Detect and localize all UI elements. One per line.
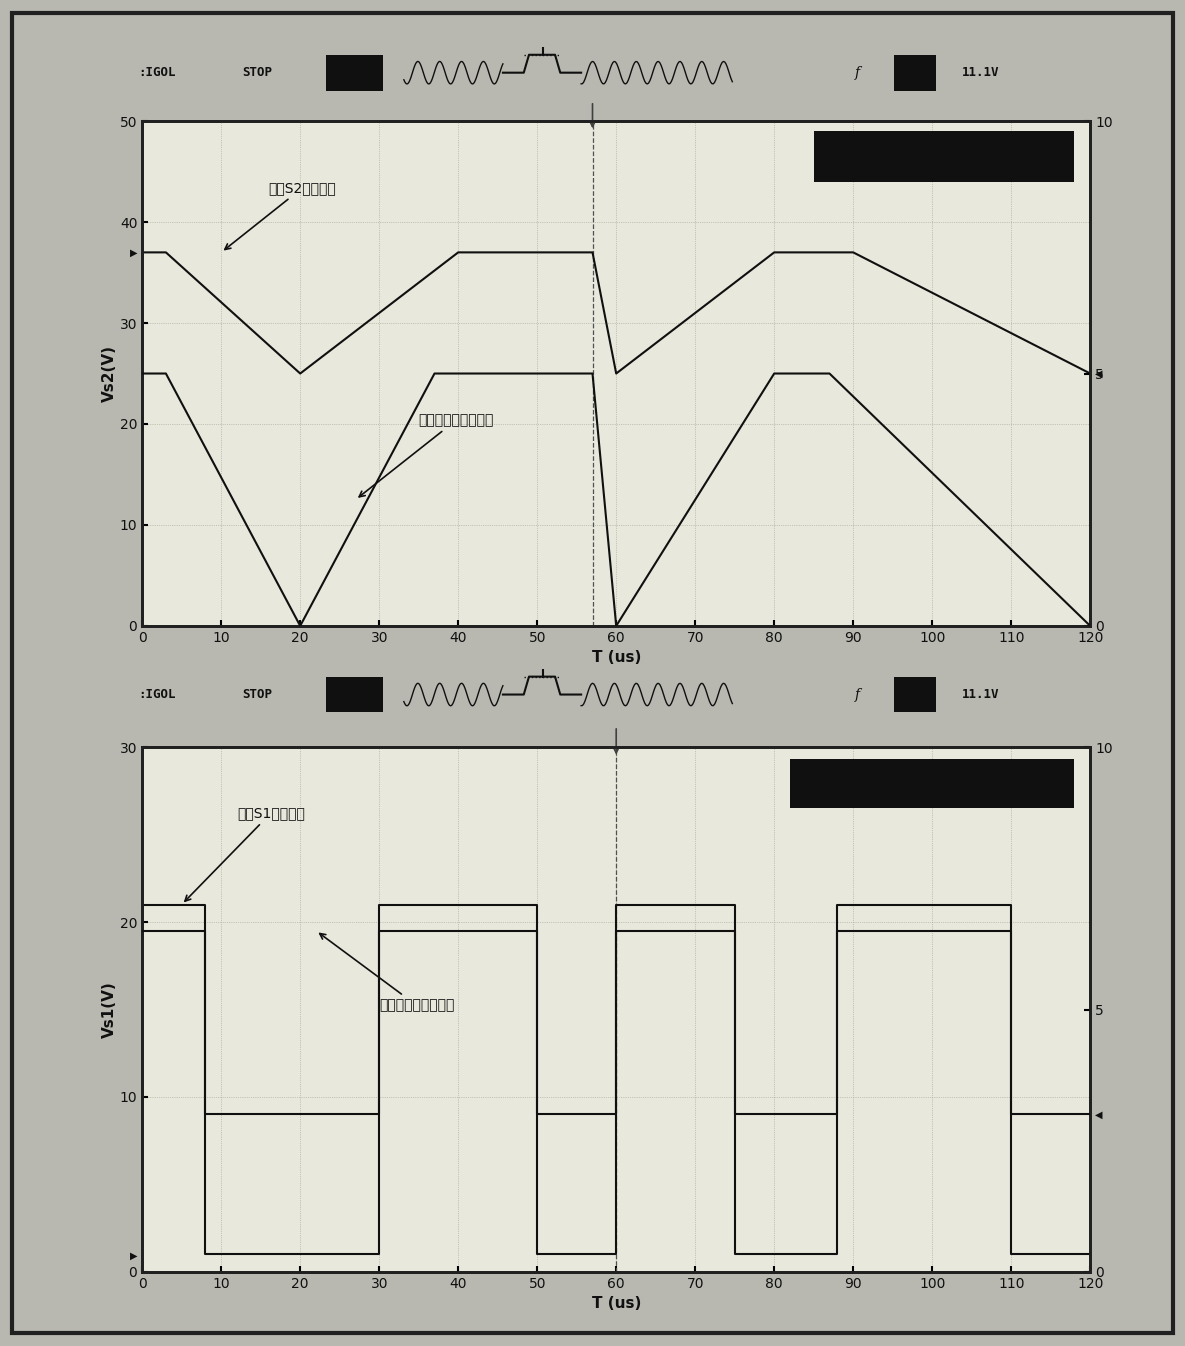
- Bar: [790, 759, 1075, 808]
- Bar: [814, 131, 1075, 182]
- Text: f: f: [854, 66, 860, 79]
- Text: :IGOL: :IGOL: [137, 66, 175, 79]
- Y-axis label: Vs1(V): Vs1(V): [102, 981, 117, 1038]
- Text: 开关S1驱动波形: 开关S1驱动波形: [185, 806, 305, 902]
- Text: 11.1V: 11.1V: [962, 688, 999, 701]
- Text: ▶: ▶: [130, 1252, 137, 1261]
- Text: STOP: STOP: [242, 66, 273, 79]
- Text: :IGOL: :IGOL: [137, 688, 175, 701]
- X-axis label: T (us): T (us): [591, 1296, 641, 1311]
- Text: STOP: STOP: [242, 688, 273, 701]
- X-axis label: T (us): T (us): [591, 650, 641, 665]
- Text: 处理器输出开关波形: 处理器输出开关波形: [320, 934, 455, 1012]
- Text: 开关S2驱动波形: 开关S2驱动波形: [225, 180, 337, 249]
- Bar: [326, 677, 383, 712]
- Y-axis label: Vs2(V): Vs2(V): [102, 345, 117, 402]
- Text: 11.1V: 11.1V: [962, 66, 999, 79]
- Text: ◀: ◀: [1095, 1109, 1102, 1120]
- Bar: [893, 677, 936, 712]
- Text: f: f: [854, 688, 860, 701]
- Text: 处理器输出开关波形: 处理器输出开关波形: [359, 413, 494, 497]
- Bar: [893, 55, 936, 90]
- Text: ▶: ▶: [130, 248, 137, 257]
- Text: ◀: ◀: [1095, 369, 1102, 378]
- Bar: [326, 55, 383, 90]
